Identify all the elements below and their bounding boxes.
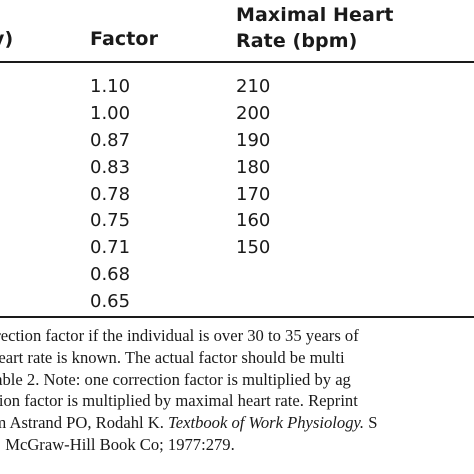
- max-heart-rate-cell: 160: [236, 210, 271, 232]
- max-heart-rate-cell: 180: [236, 156, 271, 178]
- column-header-max-hr-line2: Rate (bpm): [236, 30, 358, 52]
- table-bottom-rule: [0, 316, 474, 318]
- max-heart-rate-cell: 190: [236, 129, 271, 151]
- max-heart-rate-cell: 150: [236, 237, 271, 259]
- max-heart-rate-cell: 170: [236, 183, 271, 205]
- max-heart-rate-column: 210 200 190 180 170 160 150: [236, 77, 270, 265]
- factor-cell: 0.83: [90, 156, 131, 178]
- table-footnote: correction factor if the individual is o…: [0, 325, 474, 456]
- factor-cell: 0.87: [90, 129, 131, 151]
- factor-cell: 0.65: [90, 291, 131, 313]
- factor-cell: 1.00: [90, 102, 131, 124]
- max-heart-rate-cell: 200: [236, 102, 271, 124]
- column-header-max-hr-line1: Maximal Heart: [236, 4, 394, 26]
- factor-cell: 0.71: [90, 237, 131, 259]
- footnote-line: NY: McGraw-Hill Book Co; 1977:279.: [0, 434, 235, 454]
- citation-authors: from Astrand PO, Rodahl K.: [0, 413, 164, 433]
- footnote-line: al heart rate is known. The actual facto…: [0, 347, 345, 367]
- citation-book-title: Textbook of Work Physiology.: [168, 413, 365, 433]
- factor-cell: 1.10: [90, 76, 131, 97]
- table-top-rule: [0, 61, 474, 63]
- footnote-line: n Table 2. Note: one correction factor i…: [0, 369, 351, 389]
- column-header-fragment: y): [0, 28, 14, 50]
- factor-cell: 0.78: [90, 183, 131, 205]
- factor-column: 1.10 1.00 0.87 0.83 0.78 0.75 0.71 0.68 …: [90, 77, 130, 319]
- citation-tail: S: [364, 413, 378, 433]
- footnote-line: rection factor is multiplied by maximal …: [0, 391, 358, 411]
- footnote-line-citation: from Astrand PO, Rodahl K. Textbook of W…: [0, 412, 474, 434]
- footnote-line: correction factor if the individual is o…: [0, 326, 359, 345]
- factor-cell: 0.68: [90, 264, 131, 286]
- factor-cell: 0.75: [90, 210, 131, 232]
- column-header-factor: Factor: [90, 28, 159, 50]
- max-heart-rate-cell: 210: [236, 76, 271, 97]
